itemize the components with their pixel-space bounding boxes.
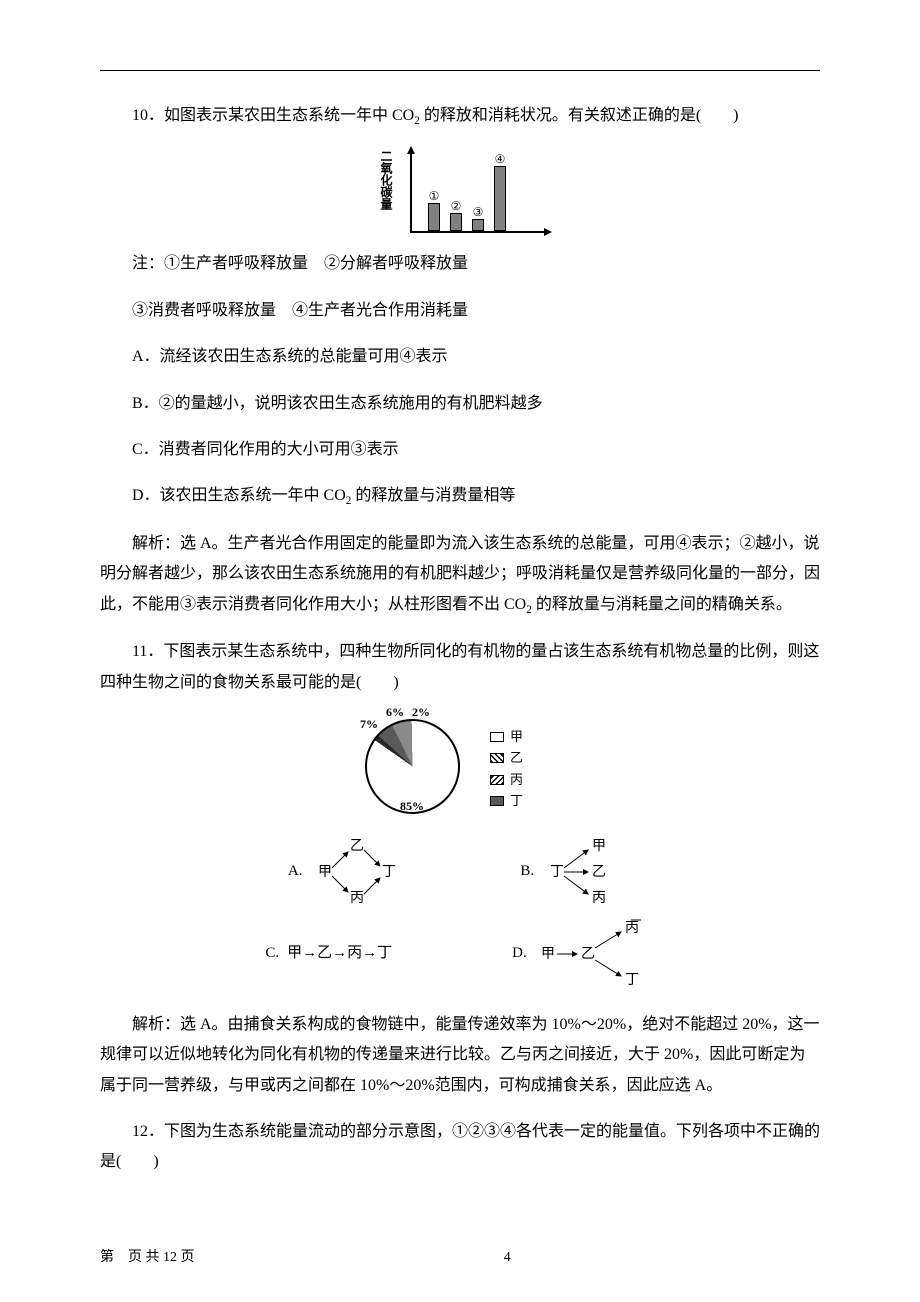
q10-bar-label: ③ bbox=[473, 206, 484, 220]
q10-chart-axis-y bbox=[410, 148, 412, 233]
q11-optD-letter: D. bbox=[512, 939, 527, 968]
q10-bar-chart: 二氧化碳量 ①②③④ bbox=[370, 148, 550, 233]
q11-pie-label-7: 7% bbox=[360, 718, 378, 730]
q11-legend-label: 丁 bbox=[510, 790, 523, 811]
page-footer: 第 页 共 12 页 4 bbox=[100, 1245, 820, 1272]
q11-legend-row: 甲 bbox=[490, 726, 523, 747]
svg-text:甲: 甲 bbox=[541, 947, 555, 962]
q10-bar: ② bbox=[450, 213, 462, 231]
q10-bar-label: ② bbox=[451, 200, 462, 214]
q10-optD-after: 的释放量与消费量相等 bbox=[351, 487, 515, 504]
q10-optC: C．消费者同化作用的大小可用③表示 bbox=[100, 435, 820, 465]
q11-pie-label-6: 6% bbox=[386, 706, 404, 718]
svg-text:乙: 乙 bbox=[350, 838, 364, 854]
q11-legend-swatch bbox=[490, 753, 504, 763]
q11-optC: C. 甲→乙→丙→丁 bbox=[265, 918, 392, 988]
q10-bar: ④ bbox=[494, 166, 506, 231]
q11-legend-label: 丙 bbox=[510, 769, 523, 790]
q10-lead-after: 的释放和消耗状况。有关叙述正确的是( ) bbox=[420, 107, 739, 124]
q11-lead: 11．下图表示某生态系统中，四种生物所同化的有机物的量占该生态系统有机物总量的比… bbox=[100, 637, 820, 698]
q11-options-figure: A. 甲 乙 丙 丁 B. 丁 甲 乙 bbox=[200, 830, 720, 994]
q10-explain-after: 的释放量与消耗量之间的精确关系。 bbox=[532, 596, 792, 613]
q10-optB: B．②的量越小，说明该农田生态系统施用的有机肥料越多 bbox=[100, 389, 820, 419]
q10-note2: ③消费者呼吸释放量 ④生产者光合作用消耗量 bbox=[100, 296, 820, 326]
q11-pie-label-2: 2% bbox=[412, 706, 430, 718]
q10-chart-ylabel: 二氧化碳量 bbox=[380, 150, 392, 210]
q11-optD-diagram: 甲 乙 丙 丁 bbox=[535, 918, 655, 988]
q10-lead: 10．如图表示某农田生态系统一年中 CO2 的释放和消耗状况。有关叙述正确的是(… bbox=[100, 101, 820, 132]
q10-bar-label: ④ bbox=[495, 153, 506, 167]
svg-text:甲: 甲 bbox=[592, 839, 606, 854]
q11-legend-row: 乙 bbox=[490, 747, 523, 768]
q10-optD-before: D．该农田生态系统一年中 CO bbox=[132, 487, 346, 504]
q11-optB-diagram: 丁 甲 乙 丙 bbox=[542, 836, 632, 906]
q11-optA-letter: A. bbox=[288, 857, 303, 886]
svg-text:丁: 丁 bbox=[625, 973, 639, 988]
q11-legend-label: 乙 bbox=[510, 747, 523, 768]
q11-legend-swatch bbox=[490, 775, 504, 785]
q11-optC-letter: C. bbox=[265, 939, 279, 968]
q10-explain: 解析：选 A。生产者光合作用固定的能量即为流入该生态系统的总能量，可用④表示；②… bbox=[100, 529, 820, 621]
q11-optD: D. 甲 乙 丙 丁 bbox=[512, 918, 655, 988]
svg-text:甲: 甲 bbox=[318, 865, 332, 880]
q11-explain: 解析：选 A。由捕食关系构成的食物链中，能量传递效率为 10%～20%，绝对不能… bbox=[100, 1010, 820, 1101]
header-rule bbox=[100, 70, 820, 71]
footer-left: 第 页 共 12 页 bbox=[100, 1245, 195, 1272]
q12-lead: 12．下图为生态系统能量流动的部分示意图，①②③④各代表一定的能量值。下列各项中… bbox=[100, 1117, 820, 1178]
q11-optC-text: 甲→乙→丙→丁 bbox=[287, 939, 392, 968]
q10-chart-axis-x bbox=[410, 231, 550, 233]
q10-note1: 注：①生产者呼吸释放量 ②分解者呼吸释放量 bbox=[100, 249, 820, 279]
q11-legend-row: 丁 bbox=[490, 790, 523, 811]
svg-text:丁: 丁 bbox=[550, 865, 564, 880]
q11-optA-diagram: 甲 乙 丙 丁 bbox=[310, 836, 400, 906]
q11-legend-swatch bbox=[490, 732, 504, 742]
svg-text:乙: 乙 bbox=[581, 946, 595, 962]
q11-legend-label: 甲 bbox=[510, 726, 523, 747]
q11-legend-row: 丙 bbox=[490, 769, 523, 790]
q10-bar: ① bbox=[428, 203, 440, 231]
q11-optA: A. 甲 乙 丙 丁 bbox=[288, 836, 401, 906]
q11-pie-label-85: 85% bbox=[400, 800, 424, 812]
q10-optA: A．流经该农田生态系统的总能量可用④表示 bbox=[100, 342, 820, 372]
svg-text:丙: 丙 bbox=[592, 891, 606, 906]
svg-text:丙: 丙 bbox=[350, 891, 364, 906]
footer-page-number: 4 bbox=[100, 1245, 820, 1272]
q10-lead-before: 10．如图表示某农田生态系统一年中 CO bbox=[132, 107, 414, 124]
q11-legend-swatch bbox=[490, 796, 504, 806]
svg-text:丙: 丙 bbox=[625, 921, 639, 936]
q10-bar: ③ bbox=[472, 219, 484, 231]
q11-optB-letter: B. bbox=[520, 857, 534, 886]
q11-optB: B. 丁 甲 乙 丙 bbox=[520, 836, 632, 906]
q11-legend: 甲乙丙丁 bbox=[490, 726, 523, 812]
svg-text:乙: 乙 bbox=[592, 864, 606, 880]
q10-optD: D．该农田生态系统一年中 CO2 的释放量与消费量相等 bbox=[100, 481, 820, 512]
svg-text:丁: 丁 bbox=[382, 865, 396, 880]
q10-bar-label: ① bbox=[429, 190, 440, 204]
q11-pie-figure: 85% 7% 6% 2% 甲乙丙丁 bbox=[330, 714, 590, 824]
